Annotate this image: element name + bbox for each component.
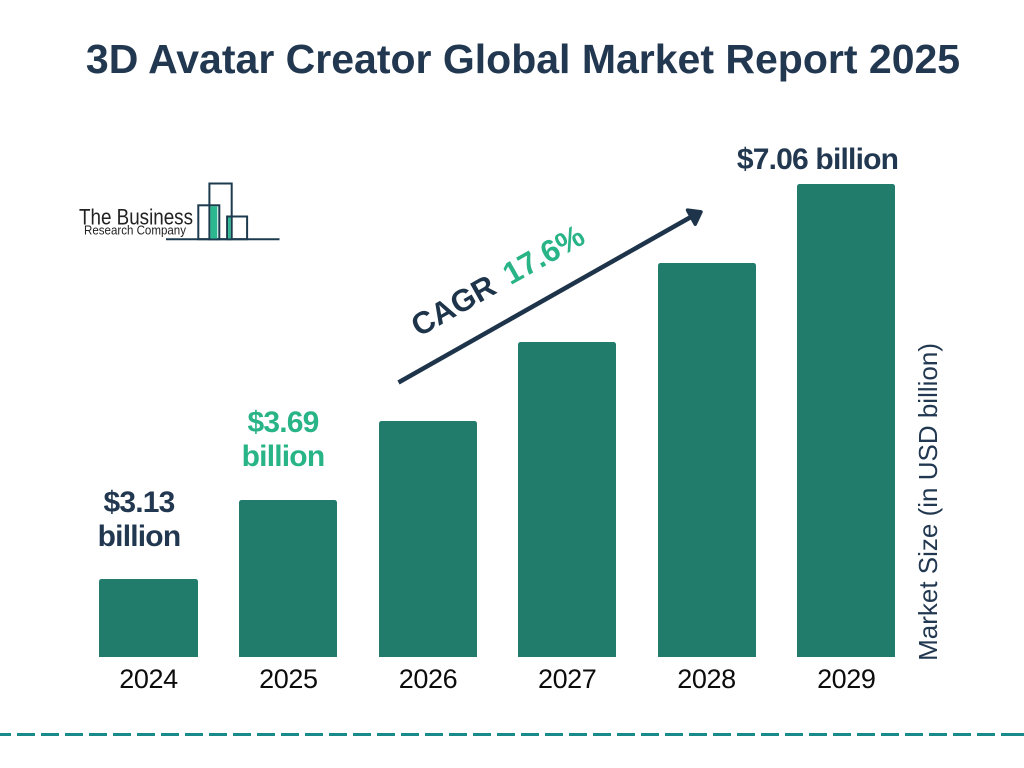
svg-text:The Business: The Business <box>79 204 193 229</box>
svg-text:Research Company: Research Company <box>84 223 186 238</box>
